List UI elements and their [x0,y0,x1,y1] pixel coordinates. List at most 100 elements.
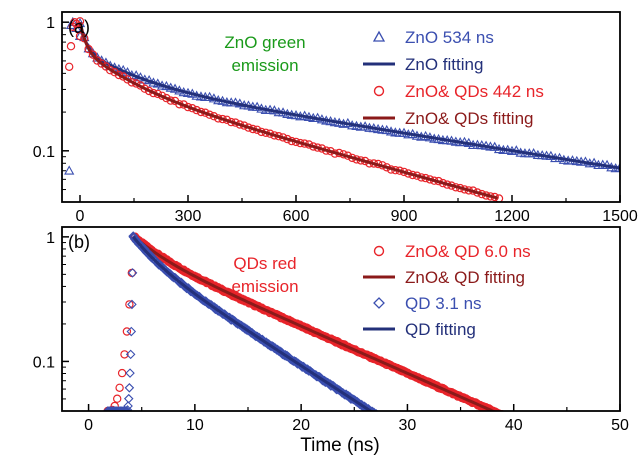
data-point [533,428,540,435]
series-4 [78,21,499,200]
fit-line [132,235,374,411]
y-tick-label: 0.1 [33,354,55,371]
data-point [565,441,572,448]
data-point [586,450,593,457]
data-point [534,427,541,434]
annotation-line: ZnO green [224,33,305,52]
data-point [551,434,558,441]
data-point [110,67,119,77]
panel-label: (b) [68,232,90,252]
plot-frame [61,226,621,412]
x-tick-label: 1200 [494,208,530,225]
data-point [522,423,529,430]
y-tick-label: 1 [46,230,55,247]
data-point [572,444,579,451]
data-point [562,440,569,447]
data-point [495,409,502,411]
data-point [560,439,567,446]
x-tick-label: 0 [84,417,93,434]
data-point [582,448,589,455]
data-point [382,417,390,425]
data-point [555,437,562,444]
data-point [573,445,580,452]
data-point [560,440,567,447]
data-point [563,441,570,448]
data-point [529,425,536,432]
data-point [525,424,532,431]
data-point [583,449,590,456]
data-point [127,299,137,310]
data-point [564,441,571,448]
data-point [542,431,549,438]
legend-label: ZnO& QD 6.0 ns [405,242,531,261]
x-tick-label: 600 [283,208,310,225]
legend-swatch [373,297,385,309]
data-point [568,443,575,450]
data-point [566,442,573,449]
y-tick-label: 1 [46,15,55,32]
data-point [114,70,124,80]
panel-b: 0 10 20 30 40 50 0.1 1 (b) QDs red emission ZnO& QD… [33,226,629,457]
legend-swatch [372,30,386,42]
data-point [66,42,76,51]
data-point [120,350,129,359]
data-point [527,424,534,431]
plot-area [102,231,596,457]
data-point [568,442,575,449]
x-tick-label: 1500 [602,208,638,225]
data-point [544,432,551,439]
plot-frame [61,11,621,203]
data-point [493,408,501,411]
x-tick-label: 300 [175,208,202,225]
data-point [541,431,548,438]
panel-a: 0 300 600 900 1200 1500 0.1 1 (a) ZnO green emissi… [33,11,638,225]
x-tick-label: 40 [505,417,523,434]
data-point [380,415,388,423]
data-point [577,446,584,453]
data-point [380,416,388,424]
data-point [536,427,543,434]
data-point [585,451,592,457]
data-point [117,368,127,378]
x-tick-label: 10 [186,417,204,434]
legend-label: ZnO fitting [405,55,483,74]
y-tick-label: 0.1 [33,144,55,161]
data-point [379,414,387,422]
data-point [574,445,581,452]
data-point [531,426,538,433]
data-point [589,452,596,457]
data-point [115,383,124,392]
data-point [548,433,555,440]
data-point [127,268,138,278]
data-point [122,327,132,336]
data-point [567,442,574,449]
data-point [70,18,79,27]
x-tick-label: 0 [76,208,85,225]
data-point [525,422,532,429]
panel-label: (a) [68,17,90,37]
data-point [377,410,379,411]
data-point [581,449,588,456]
data-point [580,448,587,455]
legend-label: ZnO& QDs 442 ns [405,82,544,101]
series-4 [132,235,374,411]
data-point [523,422,530,429]
data-point [64,62,74,72]
data-point [561,440,568,447]
x-tick-label: 20 [292,417,310,434]
data-point [572,445,579,452]
data-point [538,429,545,436]
data-point [580,447,587,454]
data-point [112,394,122,403]
data-point [492,408,501,411]
data-point [559,438,566,445]
plot-area [64,16,620,202]
data-point [532,427,539,434]
data-point [528,424,535,431]
data-point [588,451,595,457]
data-point [540,429,547,436]
data-point [550,435,557,442]
data-point [569,443,576,450]
data-point [526,423,533,430]
